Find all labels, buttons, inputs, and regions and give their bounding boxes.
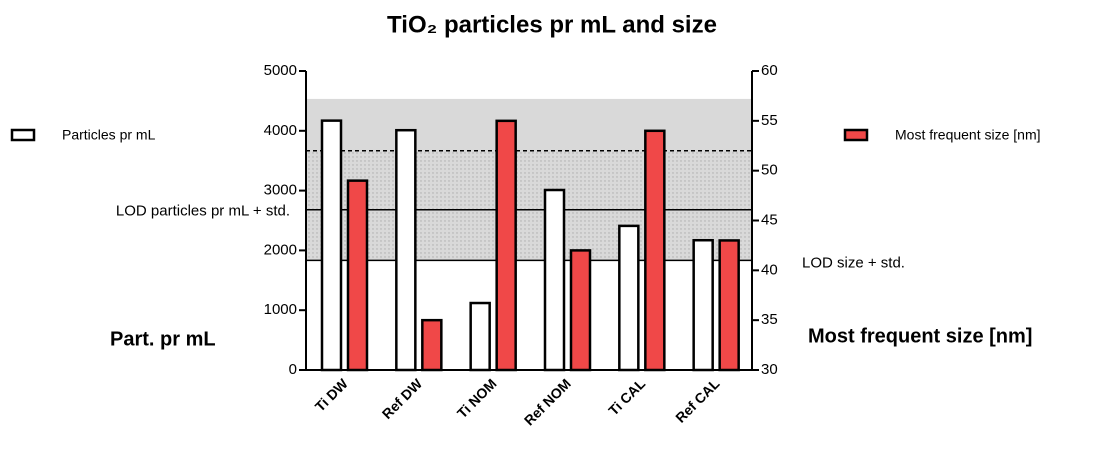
bar	[718, 239, 740, 372]
bar	[618, 224, 640, 372]
reference-label: LOD particles pr mL + std.	[116, 203, 290, 220]
legend-label: Particles pr mL	[62, 127, 156, 143]
y-tick-label: 0	[289, 361, 297, 378]
x-tick-label: Ti CAL	[605, 375, 648, 418]
y2-tick-label: 35	[761, 311, 778, 328]
y2-tick-label: 55	[761, 112, 778, 129]
legend-swatch	[843, 128, 869, 142]
x-tick-label: Ref NOM	[521, 375, 574, 428]
reference-label: LOD size + std.	[802, 254, 905, 271]
chart-title: TiO₂ particles pr mL and size	[387, 11, 717, 38]
bar	[469, 301, 491, 372]
y2-tick-label: 30	[761, 361, 778, 378]
bar	[346, 179, 369, 372]
x-tick-label: Ref DW	[379, 375, 426, 422]
bar	[421, 318, 443, 372]
y2-tick-label: 45	[761, 211, 778, 228]
bar	[543, 188, 566, 372]
x-tick-label: Ti NOM	[454, 375, 500, 421]
y-tick-label: 5000	[264, 62, 297, 79]
bar	[692, 238, 714, 372]
bar	[320, 119, 343, 372]
y-axis-label: Part. pr mL	[110, 328, 216, 350]
y-tick-label: 4000	[264, 122, 297, 139]
y-tick-label: 2000	[264, 241, 297, 258]
y-tick-label: 1000	[264, 301, 297, 318]
legend-label: Most frequent size [nm]	[895, 127, 1041, 143]
x-tick-label: Ti DW	[312, 375, 352, 415]
bar	[569, 249, 592, 372]
shaded-band	[306, 150, 752, 261]
x-tick-label: Ref CAL	[672, 375, 723, 426]
legend-swatch	[10, 128, 36, 142]
bar	[644, 129, 666, 372]
bar	[495, 119, 517, 372]
bar	[395, 128, 417, 372]
y-tick-label: 3000	[264, 182, 297, 199]
y2-tick-label: 40	[761, 261, 778, 278]
y2-tick-label: 50	[761, 162, 778, 179]
y2-axis-label: Most frequent size [nm]	[808, 325, 1032, 347]
y2-tick-label: 60	[761, 62, 778, 79]
